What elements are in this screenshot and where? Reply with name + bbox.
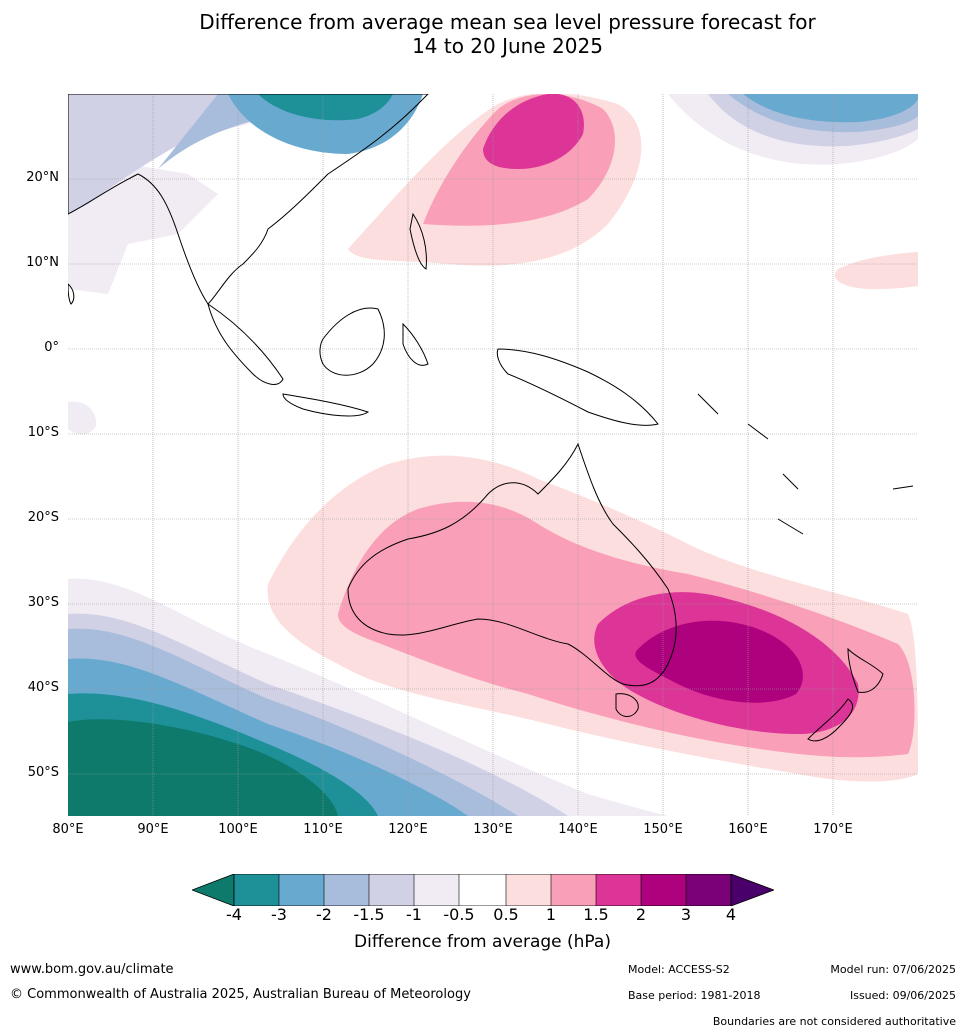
lon-label-160e: 160°E bbox=[728, 822, 768, 837]
neg-north-1 bbox=[68, 94, 428, 214]
colorbar-seg-7 bbox=[506, 874, 551, 906]
neg-north-1.5 bbox=[158, 94, 423, 169]
lat-label-20n: 20°N bbox=[26, 170, 59, 185]
lat-label-10n: 10°N bbox=[26, 255, 59, 270]
base-period-text: Base period: 1981-2018 bbox=[628, 989, 761, 1002]
colorbar-seg-8 bbox=[551, 874, 596, 906]
colorbar bbox=[192, 874, 774, 906]
colorbar-seg-4 bbox=[369, 874, 414, 906]
map-title: Difference from average mean sea level p… bbox=[0, 10, 965, 58]
colorbar-arrow-low bbox=[192, 874, 235, 906]
model-text: Model: ACCESS-S2 bbox=[628, 963, 730, 976]
coastlines bbox=[68, 94, 914, 742]
title-line-2: 14 to 20 June 2025 bbox=[412, 34, 603, 58]
colorbar-seg-2 bbox=[279, 874, 324, 906]
java-coastline bbox=[282, 393, 370, 417]
lat-label-0: 0° bbox=[44, 340, 59, 355]
colorbar-tick: 0.5 bbox=[493, 905, 519, 924]
anomaly-map bbox=[68, 94, 918, 816]
colorbar-seg-10 bbox=[641, 874, 686, 906]
colorbar-tick: -2 bbox=[316, 905, 332, 924]
borneo-coastline bbox=[319, 307, 385, 376]
lat-label-50s: 50°S bbox=[27, 765, 59, 780]
colorbar-seg-5 bbox=[414, 874, 459, 906]
neg-contour-4 bbox=[68, 719, 338, 816]
graticule bbox=[68, 94, 918, 816]
sulawesi-coastline bbox=[402, 322, 429, 366]
pos-east bbox=[834, 252, 918, 290]
sumatra-coastline bbox=[207, 302, 284, 385]
australia-coastline bbox=[347, 442, 677, 687]
colorbar-tick: -4 bbox=[226, 905, 242, 924]
lat-label-40s: 40°S bbox=[27, 680, 59, 695]
tasmania-coastline bbox=[615, 693, 639, 717]
colorbar-arrow-high bbox=[730, 874, 774, 906]
colorbar-tick: 1.5 bbox=[583, 905, 609, 924]
colorbar-tick: -0.5 bbox=[443, 905, 475, 924]
model-run-text: Model run: 07/06/2025 bbox=[830, 963, 956, 976]
lon-label-90e: 90°E bbox=[137, 822, 169, 837]
lon-label-110e: 110°E bbox=[303, 822, 343, 837]
disclaimer-text: Boundaries are not considered authoritat… bbox=[712, 1015, 956, 1028]
colorbar-tick: -3 bbox=[271, 905, 287, 924]
lat-label-20s: 20°S bbox=[27, 510, 59, 525]
new-guinea-coastline bbox=[496, 348, 659, 426]
pos-aus-2 bbox=[635, 620, 803, 703]
colorbar-seg-9 bbox=[596, 874, 641, 906]
title-line-1: Difference from average mean sea level p… bbox=[199, 10, 816, 34]
issued-text: Issued: 09/06/2025 bbox=[849, 989, 956, 1002]
colorbar-seg-11 bbox=[686, 874, 731, 906]
colorbar-title: Difference from average (hPa) bbox=[354, 932, 611, 952]
copyright-text: © Commonwealth of Australia 2025, Austra… bbox=[10, 987, 471, 1002]
lon-label-170e: 170°E bbox=[813, 822, 853, 837]
colorbar-tick: 1 bbox=[545, 905, 557, 924]
lon-label-80e: 80°E bbox=[52, 822, 84, 837]
lon-label-140e: 140°E bbox=[558, 822, 598, 837]
colorbar-tick: 3 bbox=[680, 905, 692, 924]
lon-label-130e: 130°E bbox=[473, 822, 513, 837]
lon-label-120e: 120°E bbox=[388, 822, 428, 837]
asia-coastline bbox=[68, 94, 429, 305]
colorbar-tick: 4 bbox=[725, 905, 737, 924]
colorbar-seg-6 bbox=[459, 874, 506, 906]
nz-south-coastline bbox=[807, 698, 853, 742]
colorbar-tick: 2 bbox=[635, 905, 647, 924]
colorbar-seg-1 bbox=[234, 874, 279, 906]
nz-north-coastline bbox=[847, 647, 884, 693]
sri-lanka-coastline bbox=[68, 283, 75, 305]
lat-label-30s: 30°S bbox=[27, 595, 59, 610]
colorbar-tick: -1 bbox=[406, 905, 422, 924]
neg-north-3 bbox=[258, 94, 393, 121]
pos-nw-1.5 bbox=[483, 94, 584, 169]
website-link[interactable]: www.bom.gov.au/climate bbox=[10, 962, 174, 977]
lat-label-10s: 10°S bbox=[27, 425, 59, 440]
colorbar-seg-3 bbox=[324, 874, 369, 906]
neg-west-patch bbox=[68, 401, 97, 435]
pacific-islands bbox=[697, 393, 914, 535]
lon-label-100e: 100°E bbox=[218, 822, 258, 837]
neg-ne-2 bbox=[743, 94, 918, 123]
lon-label-150e: 150°E bbox=[643, 822, 683, 837]
colorbar-tick: -1.5 bbox=[353, 905, 385, 924]
neg-north-0.5b bbox=[68, 164, 218, 294]
map-area bbox=[68, 94, 918, 816]
philippines-coastline bbox=[409, 212, 427, 270]
